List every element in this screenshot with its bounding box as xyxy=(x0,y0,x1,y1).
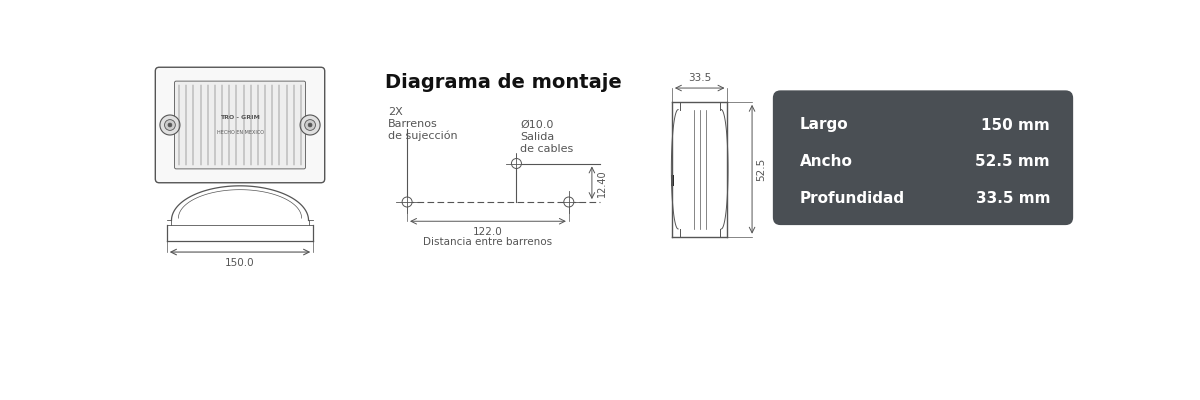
Text: Profundidad: Profundidad xyxy=(800,192,905,206)
Circle shape xyxy=(160,115,180,135)
Text: Largo: Largo xyxy=(800,118,848,132)
Circle shape xyxy=(164,120,175,130)
Text: 2X: 2X xyxy=(388,107,403,117)
Text: 33.5: 33.5 xyxy=(688,73,712,83)
Text: 52.5 mm: 52.5 mm xyxy=(976,154,1050,170)
Circle shape xyxy=(305,120,316,130)
Text: Barrenos: Barrenos xyxy=(388,119,438,129)
Circle shape xyxy=(168,123,172,127)
Text: Salida: Salida xyxy=(521,132,554,142)
Text: Distancia entre barrenos: Distancia entre barrenos xyxy=(424,238,552,248)
FancyBboxPatch shape xyxy=(155,67,325,183)
Text: 12.40: 12.40 xyxy=(596,169,606,196)
Text: 52.5: 52.5 xyxy=(757,158,767,181)
Text: 150.0: 150.0 xyxy=(226,258,254,268)
FancyBboxPatch shape xyxy=(773,90,1073,225)
Text: de sujección: de sujección xyxy=(388,131,457,141)
Text: 122.0: 122.0 xyxy=(473,227,503,237)
Text: de cables: de cables xyxy=(521,144,574,154)
Circle shape xyxy=(308,123,312,127)
Text: HECHO EN MEXICO: HECHO EN MEXICO xyxy=(216,130,264,135)
Text: TRO - GRIM: TRO - GRIM xyxy=(220,115,260,120)
Circle shape xyxy=(511,158,522,168)
Circle shape xyxy=(300,115,320,135)
Text: Diagrama de montaje: Diagrama de montaje xyxy=(385,73,622,92)
Circle shape xyxy=(564,197,574,207)
Circle shape xyxy=(402,197,412,207)
FancyBboxPatch shape xyxy=(174,81,306,169)
Text: 150 mm: 150 mm xyxy=(982,118,1050,132)
Text: Ø10.0: Ø10.0 xyxy=(521,120,553,130)
Text: 33.5 mm: 33.5 mm xyxy=(976,192,1050,206)
Text: Ancho: Ancho xyxy=(800,154,853,170)
Bar xyxy=(671,176,674,186)
